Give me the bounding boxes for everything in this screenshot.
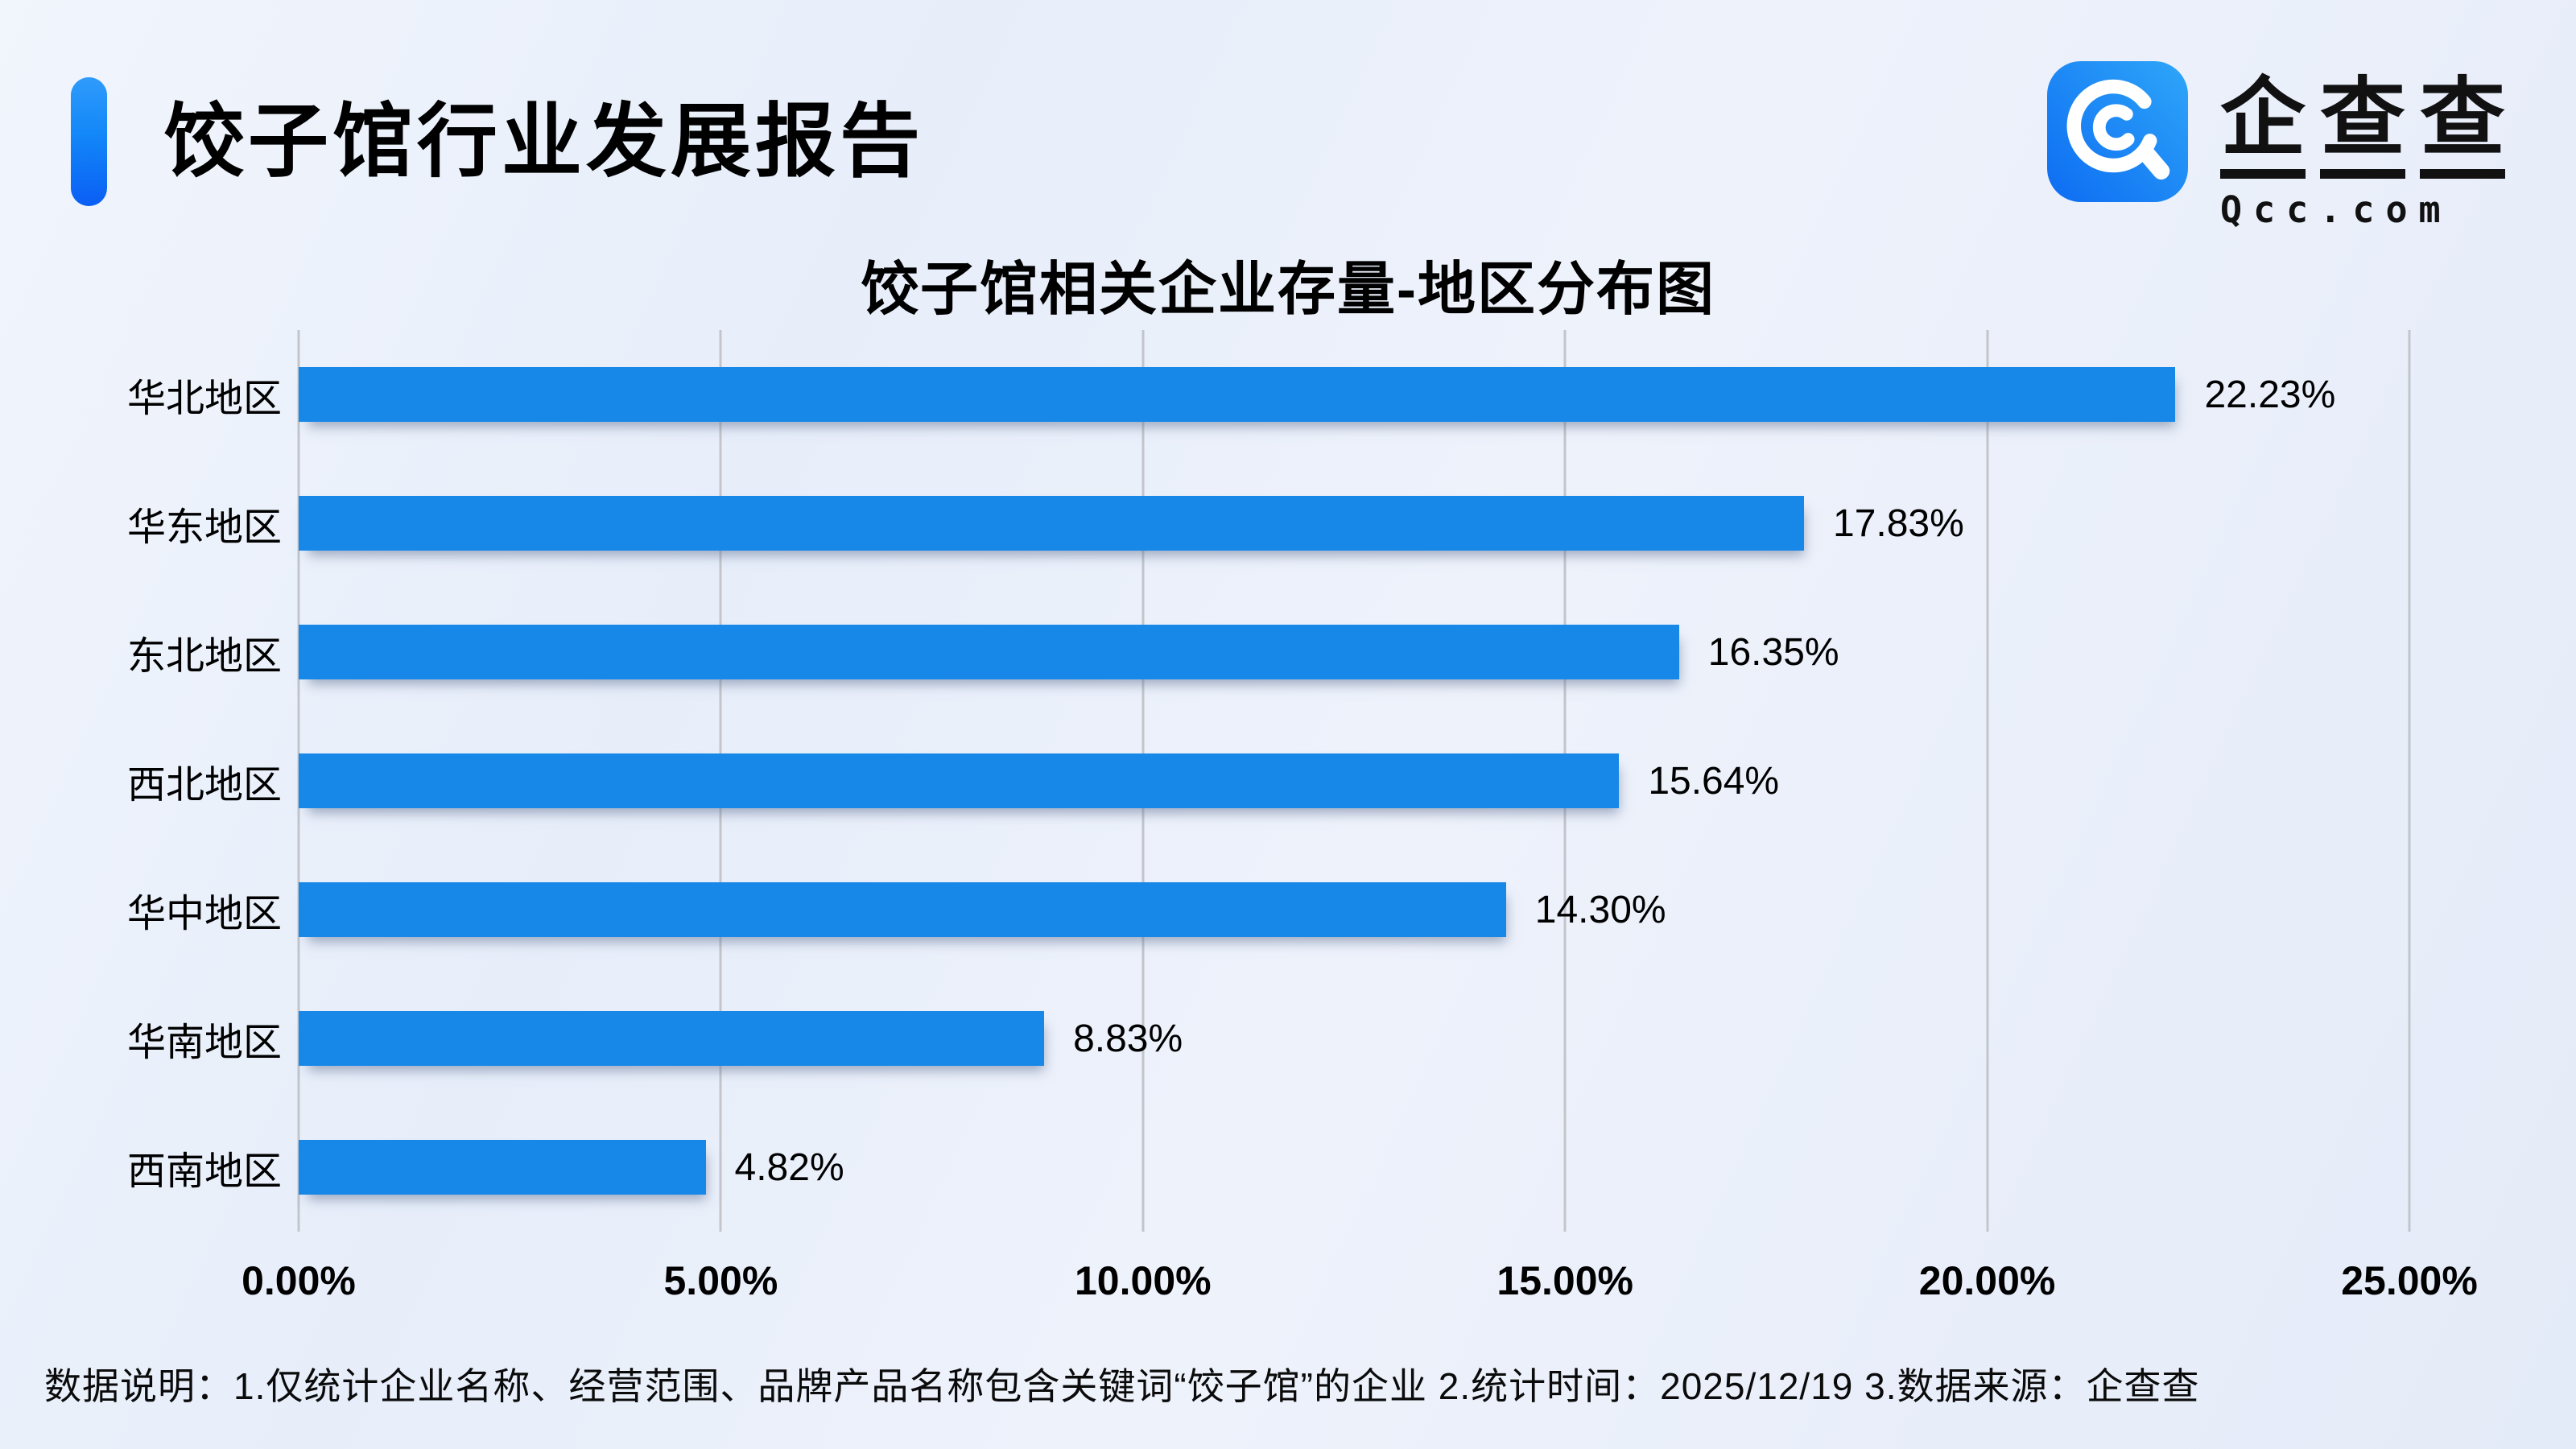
bar [299, 625, 1679, 679]
category-label: 华北地区 [126, 378, 282, 420]
data-note: 数据说明：1.仅统计企业名称、经营范围、品牌产品名称包含关键词“饺子馆”的企业 … [44, 1365, 2200, 1407]
report-title: 饺子馆行业发展报告 [163, 97, 924, 187]
x-tick-label: 10.00% [1075, 1258, 1212, 1303]
bar-value-label: 14.30% [1534, 888, 1666, 931]
category-label: 华南地区 [126, 1022, 282, 1064]
gridline [1986, 330, 1989, 1232]
bar [299, 1140, 706, 1195]
bar-row: 8.83% [299, 974, 2409, 1103]
bar [299, 1011, 1045, 1066]
x-tick-label: 5.00% [663, 1258, 778, 1303]
header-accent-bar [71, 77, 107, 206]
plot-area: 22.23% 17.83% 16.35% 15.64% 14.30% 8.83% 4.82% [297, 330, 2411, 1232]
qcc-brand: 企 查 查 Qcc.com [2220, 76, 2505, 231]
bar-row: 16.35% [299, 588, 2409, 716]
gridline [2408, 330, 2411, 1232]
bar-row: 14.30% [299, 845, 2409, 974]
bar [299, 367, 2176, 422]
x-tick-label: 25.00% [2341, 1258, 2478, 1303]
report-header: 饺子馆行业发展报告 [71, 77, 924, 206]
bar [299, 496, 1804, 551]
bar-row: 17.83% [299, 459, 2409, 588]
bar-value-label: 15.64% [1648, 759, 1780, 803]
bar-value-label: 16.35% [1707, 630, 1839, 674]
bar-row: 15.64% [299, 716, 2409, 845]
category-labels: 华北地区华东地区东北地区西北地区华中地区华南地区西南地区 [0, 330, 282, 1232]
bar-value-label: 22.23% [2204, 373, 2336, 416]
qcc-brand-char: 查 [2420, 76, 2505, 179]
category-label: 东北地区 [126, 635, 282, 678]
category-label: 西南地区 [126, 1150, 282, 1193]
category-label: 华东地区 [126, 506, 282, 549]
qcc-brand-en: Qcc.com [2220, 188, 2452, 231]
qcc-logo-icon [2047, 61, 2188, 202]
bar-value-label: 17.83% [1833, 502, 1964, 545]
qcc-brand-cn: 企 查 查 [2220, 76, 2505, 179]
bar-value-label: 4.82% [734, 1146, 844, 1189]
bar [299, 882, 1506, 937]
qcc-brand-char: 查 [2320, 76, 2405, 179]
bar-value-label: 8.83% [1073, 1017, 1183, 1060]
x-tick-label: 0.00% [242, 1258, 356, 1303]
qcc-brand-char: 企 [2220, 76, 2306, 179]
x-tick-label: 15.00% [1496, 1258, 1633, 1303]
category-label: 西北地区 [126, 764, 282, 807]
qcc-logo: 企 查 查 Qcc.com [2047, 61, 2505, 231]
category-label: 华中地区 [126, 893, 282, 935]
chart-title: 饺子馆相关企业存量-地区分布图 [861, 258, 1715, 322]
bar-row: 22.23% [299, 330, 2409, 459]
x-tick-label: 20.00% [1918, 1258, 2056, 1303]
bar [299, 753, 1620, 808]
bar-row: 4.82% [299, 1103, 2409, 1232]
bar-rows: 22.23% 17.83% 16.35% 15.64% 14.30% 8.83% 4.82% [299, 330, 2409, 1232]
x-axis-ticks: 0.00% 5.00% 10.00% 15.00% 20.00% 25.00% [242, 1257, 2478, 1314]
